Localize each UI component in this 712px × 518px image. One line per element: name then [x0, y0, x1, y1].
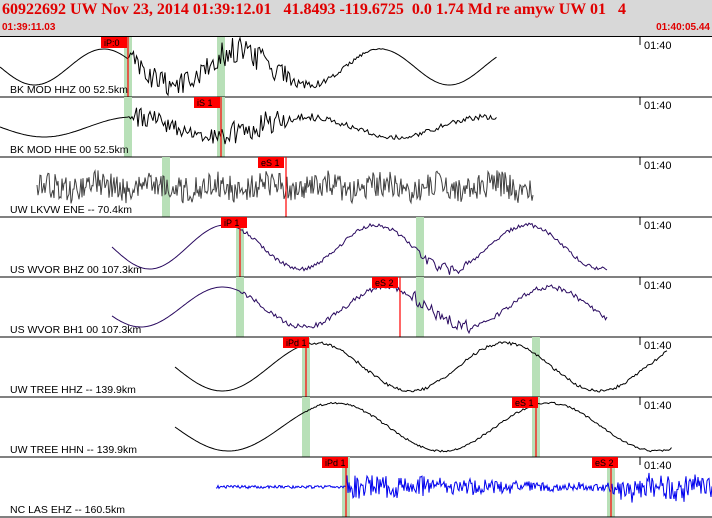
time-tick-label: 01:40: [644, 40, 672, 52]
pick-flag[interactable]: [283, 337, 309, 348]
waveform: [36, 168, 534, 205]
channel-label: NC LAS EHZ -- 160.5km: [10, 504, 125, 516]
end-time: 01:40:05.44: [656, 22, 710, 33]
pick-flag[interactable]: [258, 157, 284, 168]
trace-row[interactable]: iP 1 01:40 US WVOR BHZ 00 107.3km: [0, 217, 712, 278]
trace-row[interactable]: iPd 1 eS 2 01:40 NC LAS EHZ -- 160.5km: [0, 457, 712, 518]
pick-label: iPd 1: [286, 338, 307, 348]
pick-flag[interactable]: [592, 457, 618, 468]
waveform: [215, 472, 712, 503]
waveform: [111, 222, 608, 275]
waveform: [0, 107, 497, 145]
channel-label: US WVOR BH1 00 107.3km: [10, 324, 142, 336]
phase-window: [416, 277, 424, 337]
channel-label: UW TREE HHZ -- 139.9km: [10, 384, 136, 396]
trace-row[interactable]: iPd 1 01:40 UW TREE HHZ -- 139.9km: [0, 337, 712, 398]
channel-label: UW TREE HHN -- 139.9km: [10, 444, 137, 456]
trace-row[interactable]: eS 2 01:40 US WVOR BH1 00 107.3km: [0, 277, 712, 338]
channel-label: BK MOD HHE 00 52.5km: [10, 144, 129, 156]
waveform: [174, 401, 672, 453]
time-tick-label: 01:40: [644, 340, 672, 352]
pick-flag[interactable]: [372, 277, 398, 288]
pick-label: eS 1: [261, 158, 280, 168]
seismogram-panel[interactable]: iP:0 01:40 BK MOD HHZ 00 52.5km iS 1 01:40 BK…: [0, 37, 712, 518]
phase-window: [416, 217, 424, 277]
time-tick-label: 01:40: [644, 400, 672, 412]
pick-label: eS 1: [515, 398, 534, 408]
time-tick-label: 01:40: [644, 160, 672, 172]
time-tick-label: 01:40: [644, 220, 672, 232]
trace-row[interactable]: eS 1 01:40 UW LKVW ENE -- 70.4km: [0, 157, 712, 218]
start-time: 01:39:11.03: [2, 22, 56, 33]
waveform: [174, 341, 668, 393]
time-tick-label: 01:40: [644, 460, 672, 472]
pick-label: iPd 1: [325, 458, 346, 468]
phase-window: [302, 397, 310, 457]
pick-flag[interactable]: [322, 457, 348, 468]
pick-label: iS 1: [197, 98, 213, 108]
phase-window: [124, 97, 132, 157]
time-tick-label: 01:40: [644, 100, 672, 112]
event-title: 60922692 UW Nov 23, 2014 01:39:12.01 41.…: [2, 1, 626, 18]
channel-label: UW LKVW ENE -- 70.4km: [10, 204, 132, 216]
channel-label: BK MOD HHZ 00 52.5km: [10, 84, 128, 96]
pick-flag[interactable]: [101, 37, 127, 48]
time-tick-label: 01:40: [644, 280, 672, 292]
pick-flag[interactable]: [512, 397, 538, 408]
phase-window: [217, 37, 225, 97]
waveform: [111, 284, 608, 335]
waveform: [0, 37, 497, 97]
trace-row[interactable]: eS 1 01:40 UW TREE HHN -- 139.9km: [0, 397, 712, 458]
event-header: 60922692 UW Nov 23, 2014 01:39:12.01 41.…: [0, 0, 712, 37]
pick-label: eS 2: [375, 278, 394, 288]
pick-flag[interactable]: [221, 217, 247, 228]
pick-flag[interactable]: [194, 97, 220, 108]
phase-window: [532, 337, 540, 397]
pick-label: iP 1: [224, 218, 239, 228]
trace-row[interactable]: iP:0 01:40 BK MOD HHZ 00 52.5km: [0, 37, 712, 98]
channel-label: US WVOR BHZ 00 107.3km: [10, 264, 142, 276]
phase-window: [236, 277, 244, 337]
pick-label: eS 2: [595, 458, 614, 468]
trace-row[interactable]: iS 1 01:40 BK MOD HHE 00 52.5km: [0, 97, 712, 158]
pick-label: iP:0: [104, 38, 120, 48]
